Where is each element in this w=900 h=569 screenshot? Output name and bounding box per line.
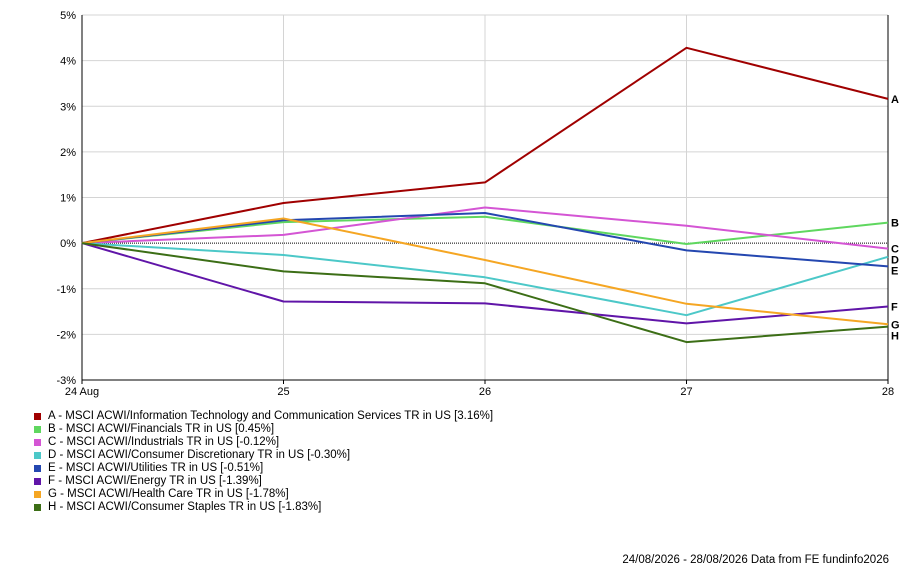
y-tick-label: 3% xyxy=(60,101,76,113)
legend-swatch xyxy=(34,452,41,459)
legend-label: D - MSCI ACWI/Consumer Discretionary TR … xyxy=(48,449,351,461)
x-tick-label: 27 xyxy=(680,386,692,398)
legend-label: E - MSCI ACWI/Utilities TR in US [-0.51%… xyxy=(48,462,264,474)
legend-label: H - MSCI ACWI/Consumer Staples TR in US … xyxy=(48,501,322,513)
series-line-b xyxy=(81,215,889,245)
legend-label: G - MSCI ACWI/Health Care TR in US [-1.7… xyxy=(48,488,289,500)
y-tick-label: 4% xyxy=(60,56,76,68)
end-label-b: B xyxy=(891,218,899,230)
end-label-h: H xyxy=(891,330,899,342)
chart: 5% 4% 3% 2% 1% 0% -1% -2% -3%24 Aug 25 26 27 28 A B CD… xyxy=(56,10,900,398)
legend-label: C - MSCI ACWI/Industrials TR in US [-0.1… xyxy=(48,436,280,448)
grid xyxy=(82,14,888,381)
legend-swatch xyxy=(34,439,41,446)
series-line-c xyxy=(81,206,889,250)
y-tick-label: -3% xyxy=(56,375,76,387)
x-tick-label: 28 xyxy=(882,386,894,398)
series-line-h xyxy=(81,242,889,344)
y-tick-label: -2% xyxy=(56,329,76,341)
end-label-d: D xyxy=(891,255,899,267)
legend-swatch xyxy=(34,465,41,472)
legend-item-c: C - MSCI ACWI/Industrials TR in US [-0.1… xyxy=(34,436,493,449)
end-label-e: E xyxy=(891,266,898,278)
series-line-f xyxy=(81,242,889,325)
x-tick-label: 25 xyxy=(277,386,289,398)
series-line-a xyxy=(81,46,889,245)
legend-label: F - MSCI ACWI/Energy TR in US [-1.39%] xyxy=(48,475,262,487)
end-label-f: F xyxy=(891,302,898,314)
series-lines xyxy=(81,46,889,344)
end-label-a: A xyxy=(891,94,899,106)
x-tick-label: 24 Aug xyxy=(65,386,99,398)
end-label-g: G xyxy=(891,319,900,331)
y-tick-label: 5% xyxy=(60,10,76,22)
legend-item-h: H - MSCI ACWI/Consumer Staples TR in US … xyxy=(34,501,493,514)
legend: A - MSCI ACWI/Information Technology and… xyxy=(34,410,493,514)
legend-label: B - MSCI ACWI/Financials TR in US [0.45%… xyxy=(48,423,275,435)
series-line-g xyxy=(81,217,889,326)
legend-item-f: F - MSCI ACWI/Energy TR in US [-1.39%] xyxy=(34,475,493,488)
legend-swatch xyxy=(34,478,41,485)
end-label-c: C xyxy=(891,244,899,256)
end-labels: A B CDE FGH xyxy=(891,94,900,342)
series-line-d xyxy=(81,242,889,317)
footer-source: 24/08/2026 - 28/08/2026 Data from FE fun… xyxy=(622,554,889,566)
legend-swatch xyxy=(34,491,41,498)
legend-item-b: B - MSCI ACWI/Financials TR in US [0.45%… xyxy=(34,423,493,436)
y-tick-label: 0% xyxy=(60,238,76,250)
legend-label: A - MSCI ACWI/Information Technology and… xyxy=(48,410,494,422)
axes: 5% 4% 3% 2% 1% 0% -1% -2% -3%24 Aug 25 26 27 28 xyxy=(56,10,894,398)
x-tick-label: 26 xyxy=(479,386,491,398)
legend-swatch xyxy=(34,426,41,433)
y-tick-label: 2% xyxy=(60,147,76,159)
legend-item-d: D - MSCI ACWI/Consumer Discretionary TR … xyxy=(34,449,493,462)
y-tick-label: 1% xyxy=(60,193,76,205)
legend-item-e: E - MSCI ACWI/Utilities TR in US [-0.51%… xyxy=(34,462,493,475)
series-line-e xyxy=(81,212,889,268)
legend-swatch xyxy=(34,504,41,511)
legend-item-g: G - MSCI ACWI/Health Care TR in US [-1.7… xyxy=(34,488,493,501)
y-tick-label: -1% xyxy=(56,284,76,296)
legend-swatch xyxy=(34,413,41,420)
legend-item-a: A - MSCI ACWI/Information Technology and… xyxy=(34,410,493,423)
